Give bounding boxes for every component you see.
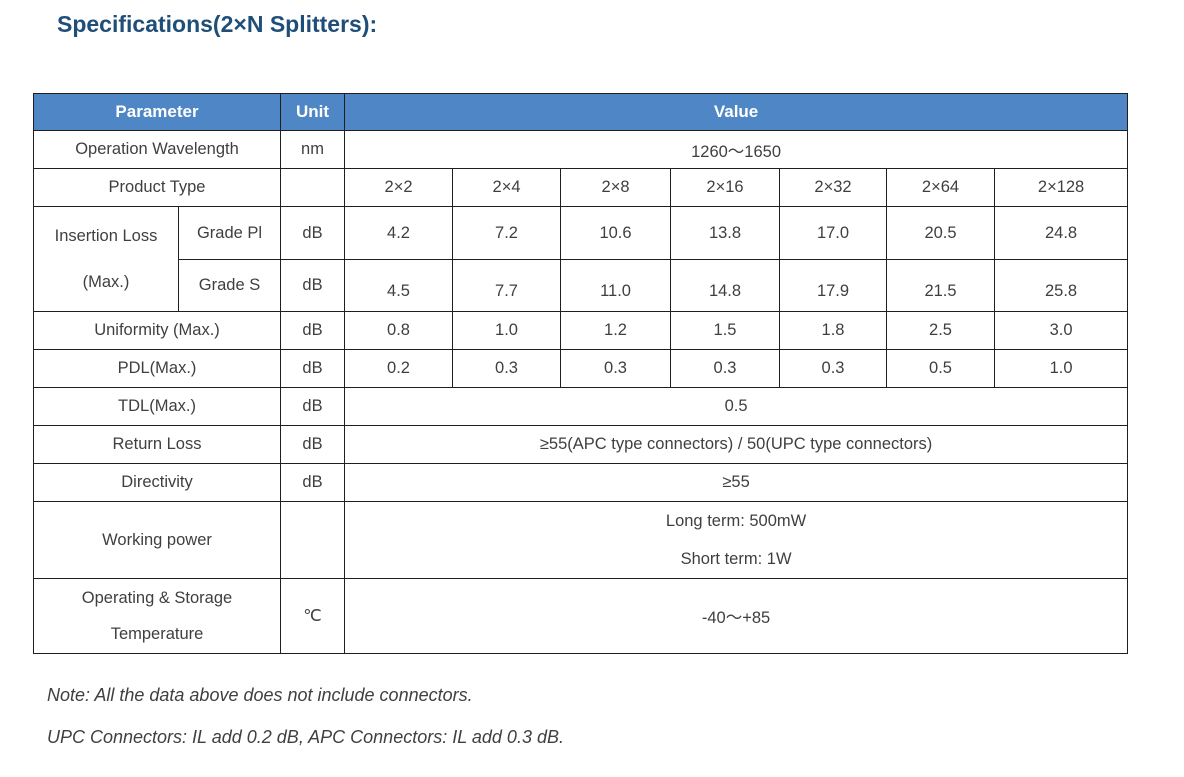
value-cell: 2.5 <box>886 311 996 350</box>
note-il-add: UPC Connectors: IL add 0.2 dB, APC Conne… <box>47 727 564 747</box>
value-cell: 7.7 <box>452 259 562 312</box>
value-cell: 21.5 <box>886 259 996 312</box>
value-cell: 2×32 <box>779 168 888 207</box>
value-line2: Short term: 1W <box>680 550 792 568</box>
param-label-line2: (Max.) <box>82 273 130 291</box>
value-cell: 0.3 <box>779 349 888 388</box>
page-title: Specifications(2×N Splitters): <box>57 11 378 37</box>
row-return-loss: Return Loss dB ≥55(APC type connectors) … <box>32 425 1129 464</box>
param-label-line1: Operating & Storage <box>81 589 233 607</box>
value-cell: 0.5 <box>886 349 996 388</box>
param-label: Operating & Storage Temperature <box>32 578 282 654</box>
unit-cell: ℃ <box>280 578 346 654</box>
param-label: Working power <box>32 501 282 579</box>
value-cell: 17.0 <box>779 206 888 260</box>
value-cell: 10.6 <box>560 206 672 260</box>
param-label-line2: Temperature <box>110 625 204 643</box>
value-cell: 1.2 <box>560 311 672 350</box>
value-cell: 1.0 <box>994 349 1129 388</box>
unit-cell <box>280 501 346 579</box>
subparam-label: Grade Pl <box>177 206 282 260</box>
value-cell: 1.0 <box>452 311 562 350</box>
value-cell: 0.3 <box>560 349 672 388</box>
value-cell: 7.2 <box>452 206 562 260</box>
param-label: PDL(Max.) <box>32 349 282 388</box>
unit-cell: dB <box>280 311 346 350</box>
value-cell: 2×4 <box>452 168 562 207</box>
value-cell: 2×64 <box>886 168 996 207</box>
value-cell: ≥55 <box>344 463 1129 502</box>
row-operation-wavelength: Operation Wavelength nm 1260～1650 <box>32 130 1129 169</box>
value-cell: 25.8 <box>994 259 1129 312</box>
param-label: Operation Wavelength <box>32 130 282 169</box>
header-parameter: Parameter <box>32 93 282 131</box>
row-tdl: TDL(Max.) dB 0.5 <box>32 387 1129 426</box>
param-label: Directivity <box>32 463 282 502</box>
value-cell: 2×16 <box>670 168 781 207</box>
header-unit: Unit <box>280 93 346 131</box>
row-directivity: Directivity dB ≥55 <box>32 463 1129 502</box>
row-insertion-loss-grade-pl: Insertion Loss (Max.) Grade Pl dB 4.2 7.… <box>33 206 1129 312</box>
table-header-row: Parameter Unit Value <box>32 93 1129 131</box>
unit-cell: dB <box>280 259 346 312</box>
row-product-type: Product Type 2×2 2×4 2×8 2×16 2×32 2×64 … <box>32 168 1129 207</box>
value-cell: 13.8 <box>670 206 781 260</box>
value-cell: 0.3 <box>452 349 562 388</box>
row-working-power: Working power Long term: 500mW Short ter… <box>32 501 1129 579</box>
unit-cell: dB <box>280 425 346 464</box>
note-connectors: Note: All the data above does not includ… <box>47 685 473 705</box>
value-cell: 0.2 <box>344 349 454 388</box>
unit-cell <box>280 168 346 207</box>
row-uniformity: Uniformity (Max.) dB 0.8 1.0 1.2 1.5 1.8… <box>32 311 1129 350</box>
value-cell: 17.9 <box>779 259 888 312</box>
value-cell: 2×8 <box>560 168 672 207</box>
value-cell: ≥55(APC type connectors) / 50(UPC type c… <box>344 425 1129 464</box>
value-cell: 24.8 <box>994 206 1129 260</box>
value-cell: 4.5 <box>344 259 454 312</box>
notes-section: Note: All the data above does not includ… <box>47 685 564 769</box>
value-cell: 20.5 <box>886 206 996 260</box>
unit-cell: nm <box>280 130 346 169</box>
value-cell: 3.0 <box>994 311 1129 350</box>
value-cell: 1.5 <box>670 311 781 350</box>
value-cell: 1260～1650 <box>344 130 1129 169</box>
unit-cell: dB <box>280 387 346 426</box>
param-label-line1: Insertion Loss <box>54 227 158 245</box>
value-cell: Long term: 500mW Short term: 1W <box>344 501 1129 579</box>
subparam-label: Grade S <box>177 259 282 312</box>
unit-cell: dB <box>280 349 346 388</box>
value-cell: 2×128 <box>994 168 1129 207</box>
spec-table: Parameter Unit Value Operation Wavelengt… <box>32 93 1129 654</box>
value-cell: 0.3 <box>670 349 781 388</box>
value-line1: Long term: 500mW <box>665 512 807 530</box>
value-cell: 0.5 <box>344 387 1129 426</box>
unit-cell: dB <box>280 463 346 502</box>
param-label-insertion-loss: Insertion Loss (Max.) <box>33 206 179 312</box>
row-temperature: Operating & Storage Temperature ℃ -40～+8… <box>32 578 1129 654</box>
value-cell: 1.8 <box>779 311 888 350</box>
value-cell: -40～+85 <box>344 578 1129 654</box>
param-label: Product Type <box>32 168 282 207</box>
row-pdl: PDL(Max.) dB 0.2 0.3 0.3 0.3 0.3 0.5 1.0 <box>32 349 1129 388</box>
value-cell: 11.0 <box>560 259 672 312</box>
param-label: Return Loss <box>32 425 282 464</box>
value-cell: 4.2 <box>344 206 454 260</box>
param-label: TDL(Max.) <box>32 387 282 426</box>
unit-cell: dB <box>280 206 346 260</box>
header-value: Value <box>344 93 1129 131</box>
value-cell: 14.8 <box>670 259 781 312</box>
value-cell: 0.8 <box>344 311 454 350</box>
value-cell: 2×2 <box>344 168 454 207</box>
row-insertion-loss-grade-s: Grade S dB 4.5 7.7 11.0 14.8 17.9 21.5 2… <box>34 259 1129 312</box>
param-label: Uniformity (Max.) <box>32 311 282 350</box>
